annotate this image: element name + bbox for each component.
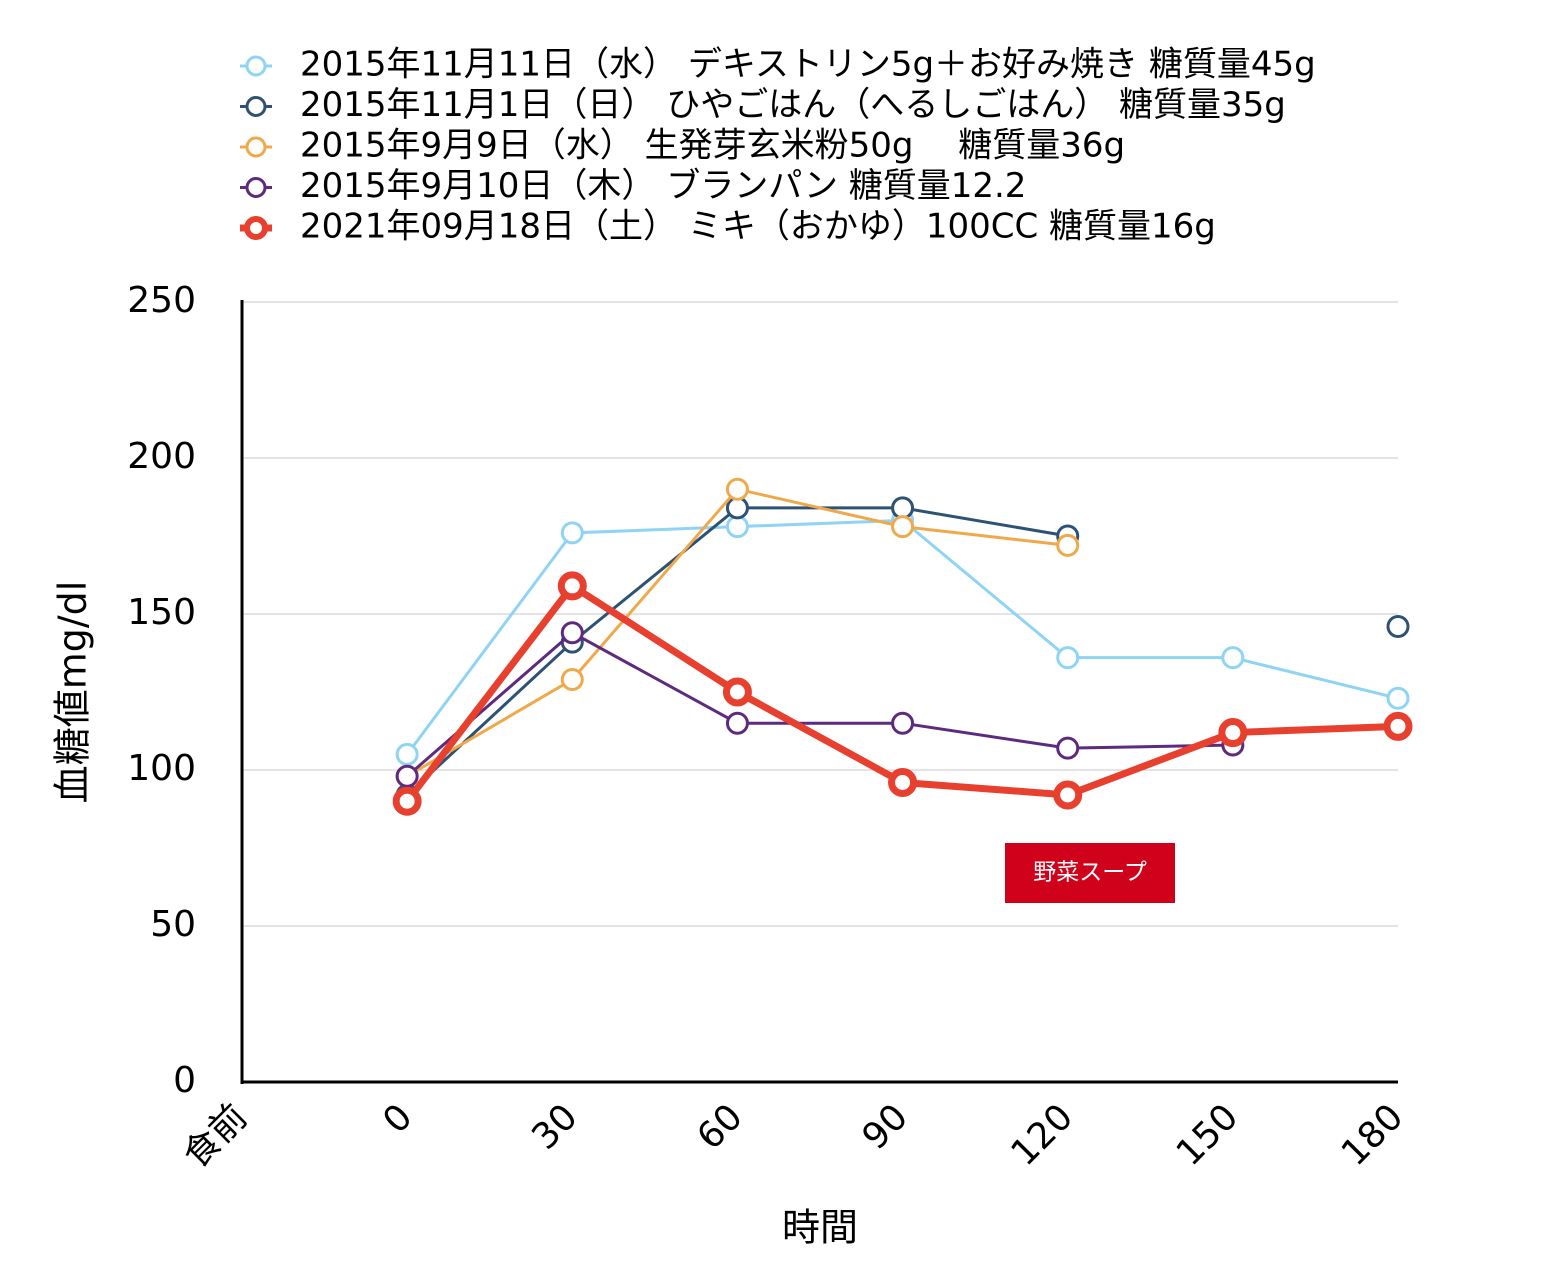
- y-tick-label: 200: [127, 436, 196, 477]
- point: [725, 496, 749, 520]
- legend-marker: [245, 55, 267, 77]
- point: [725, 477, 749, 501]
- legend-marker: [245, 177, 267, 198]
- legend-label: 2015年9月9日（水） 生発芽玄米粉50g 糖質量36g: [300, 126, 1125, 166]
- point: [392, 786, 422, 816]
- point: [395, 742, 419, 766]
- point: [560, 621, 584, 645]
- point: [560, 668, 584, 692]
- legend-label: 2015年9月10日（木） ブランパン 糖質量12.2: [300, 166, 1026, 206]
- x-tick-label: 150: [1169, 1096, 1247, 1174]
- x-tick-label: 120: [1004, 1096, 1082, 1174]
- point: [1386, 614, 1410, 638]
- point: [891, 515, 915, 539]
- legend-marker: [244, 216, 268, 240]
- annotation-box: [1005, 843, 1175, 903]
- point: [722, 677, 752, 707]
- point: [725, 711, 749, 735]
- y-axis-title: 血糖値mg/dl: [51, 581, 95, 804]
- series-line: [406, 631, 1233, 778]
- point: [888, 767, 918, 797]
- y-tick-label: 100: [127, 748, 196, 789]
- legend-marker: [245, 136, 267, 158]
- point: [725, 515, 749, 539]
- legend-marker: [245, 96, 267, 117]
- point: [1053, 780, 1083, 810]
- x-tick-label: 30: [524, 1096, 585, 1157]
- y-tick-label: 250: [127, 280, 196, 321]
- x-axis-title: 時間: [782, 1206, 858, 1250]
- y-tick-label: 150: [127, 592, 196, 633]
- point: [1218, 718, 1248, 748]
- point: [1056, 646, 1080, 670]
- legend-label: 2021年09月18日（土） ミキ（おかゆ）100CC 糖質量16g: [300, 207, 1216, 247]
- x-tick-label: 60: [689, 1096, 750, 1157]
- y-tick-label: 0: [173, 1060, 196, 1101]
- point: [1386, 686, 1410, 710]
- annotation: 野菜スープ: [1033, 860, 1147, 886]
- point: [557, 571, 587, 601]
- x-tick-label: 0: [375, 1096, 420, 1141]
- x-tick-label: 180: [1334, 1096, 1412, 1174]
- series-line: [407, 508, 1398, 795]
- x-tick-label: 90: [855, 1096, 916, 1157]
- legend-label: 2015年11月11日（水） デキストリン5g＋お好み焼き 糖質量45g: [300, 45, 1316, 85]
- point: [1383, 711, 1413, 741]
- x-tick-label: 食前: [176, 1096, 256, 1176]
- point: [1056, 533, 1080, 557]
- point: [1221, 646, 1245, 670]
- legend-label: 2015年11月1日（日） ひやごはん（へるしごはん） 糖質量35g: [300, 85, 1286, 125]
- point: [891, 496, 915, 520]
- point: [395, 764, 419, 788]
- point: [560, 521, 584, 545]
- y-tick-label: 50: [150, 904, 196, 945]
- point: [891, 711, 915, 735]
- point: [1056, 736, 1080, 760]
